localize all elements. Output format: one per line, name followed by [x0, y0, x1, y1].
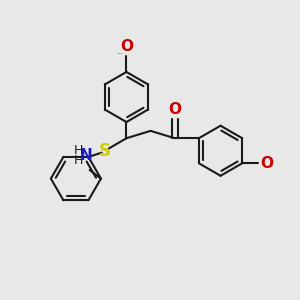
Text: O: O: [120, 39, 133, 54]
Text: methoxy: methoxy: [118, 53, 124, 54]
Text: N: N: [79, 148, 92, 163]
Text: H: H: [74, 154, 83, 167]
Text: O: O: [168, 102, 181, 117]
Text: O: O: [260, 156, 273, 171]
Text: H: H: [74, 144, 83, 157]
Text: S: S: [99, 142, 111, 160]
